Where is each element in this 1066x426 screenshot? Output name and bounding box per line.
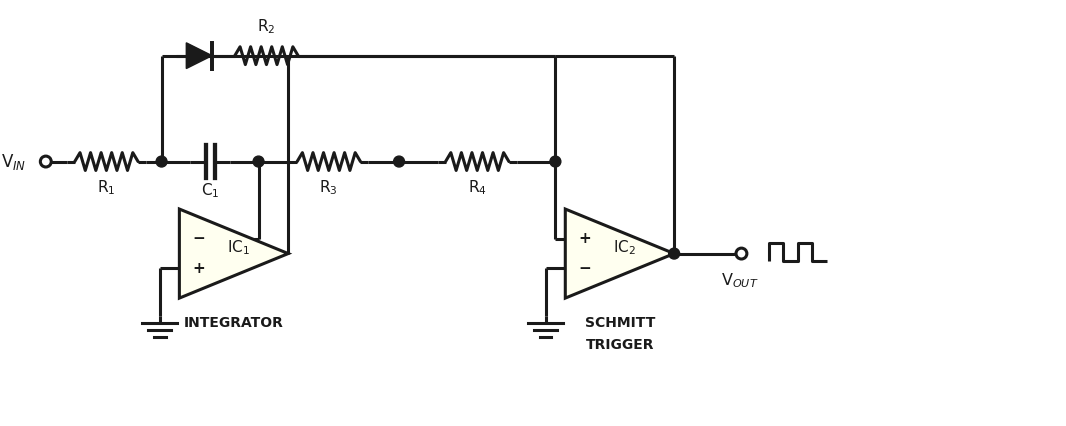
Circle shape xyxy=(668,248,680,259)
Text: SCHMITT: SCHMITT xyxy=(584,316,655,330)
Text: INTEGRATOR: INTEGRATOR xyxy=(183,316,284,330)
Text: −: − xyxy=(578,261,591,276)
Text: IC$_2$: IC$_2$ xyxy=(613,238,636,257)
Text: R$_3$: R$_3$ xyxy=(320,178,338,197)
Text: TRIGGER: TRIGGER xyxy=(585,338,653,352)
Polygon shape xyxy=(187,43,212,69)
Text: C$_1$: C$_1$ xyxy=(200,181,220,200)
Text: R$_2$: R$_2$ xyxy=(257,17,276,36)
Polygon shape xyxy=(565,209,674,298)
Circle shape xyxy=(156,156,167,167)
Text: +: + xyxy=(578,231,591,246)
Circle shape xyxy=(393,156,404,167)
Text: IC$_1$: IC$_1$ xyxy=(227,238,251,257)
Text: −: − xyxy=(192,231,205,246)
Text: V$_{IN}$: V$_{IN}$ xyxy=(1,152,26,172)
Text: V$_{OUT}$: V$_{OUT}$ xyxy=(721,271,758,290)
Circle shape xyxy=(550,156,561,167)
Circle shape xyxy=(253,156,264,167)
Text: R$_1$: R$_1$ xyxy=(97,178,115,197)
Text: R$_4$: R$_4$ xyxy=(468,178,487,197)
Text: +: + xyxy=(192,261,205,276)
Polygon shape xyxy=(179,209,288,298)
